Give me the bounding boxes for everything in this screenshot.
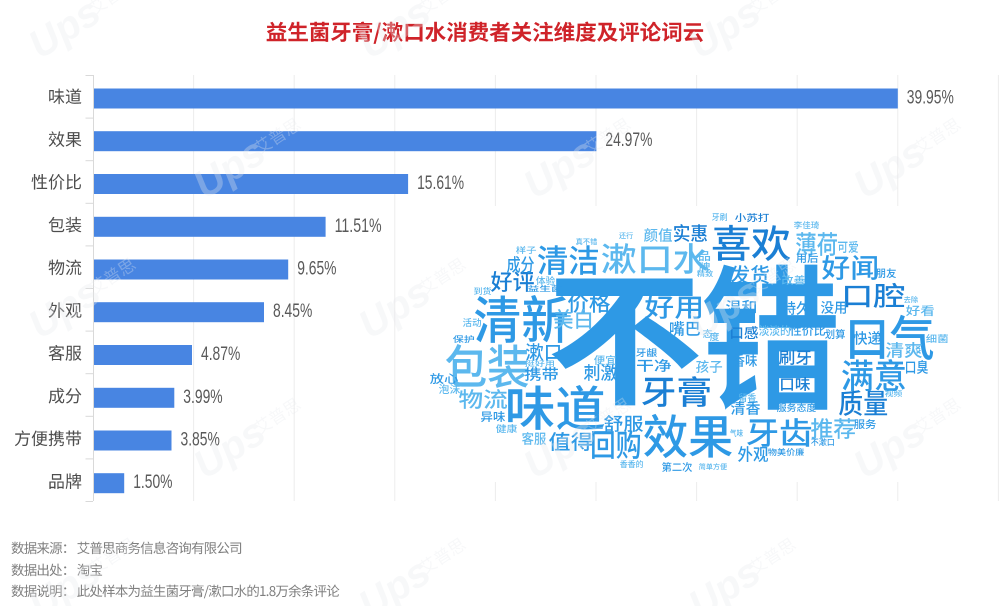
svg-text:9.65%: 9.65% bbox=[297, 259, 336, 280]
svg-text:Ups: Ups bbox=[351, 0, 438, 68]
svg-text:15.61%: 15.61% bbox=[417, 173, 464, 194]
svg-text:1.50%: 1.50% bbox=[133, 472, 172, 493]
svg-text:Ups: Ups bbox=[351, 549, 438, 606]
svg-text:11.51%: 11.51% bbox=[335, 216, 382, 237]
svg-text:Ups: Ups bbox=[681, 0, 768, 68]
svg-text:24.97%: 24.97% bbox=[605, 130, 652, 151]
svg-text:3.85%: 3.85% bbox=[181, 430, 220, 451]
svg-text:39.95%: 39.95% bbox=[907, 88, 954, 109]
svg-text:8.45%: 8.45% bbox=[273, 301, 312, 322]
svg-text:Ups: Ups bbox=[681, 549, 768, 606]
svg-text:3.99%: 3.99% bbox=[183, 387, 222, 408]
svg-text:Ups: Ups bbox=[21, 549, 108, 606]
svg-text:4.87%: 4.87% bbox=[201, 344, 240, 365]
svg-text:Ups: Ups bbox=[21, 0, 108, 68]
